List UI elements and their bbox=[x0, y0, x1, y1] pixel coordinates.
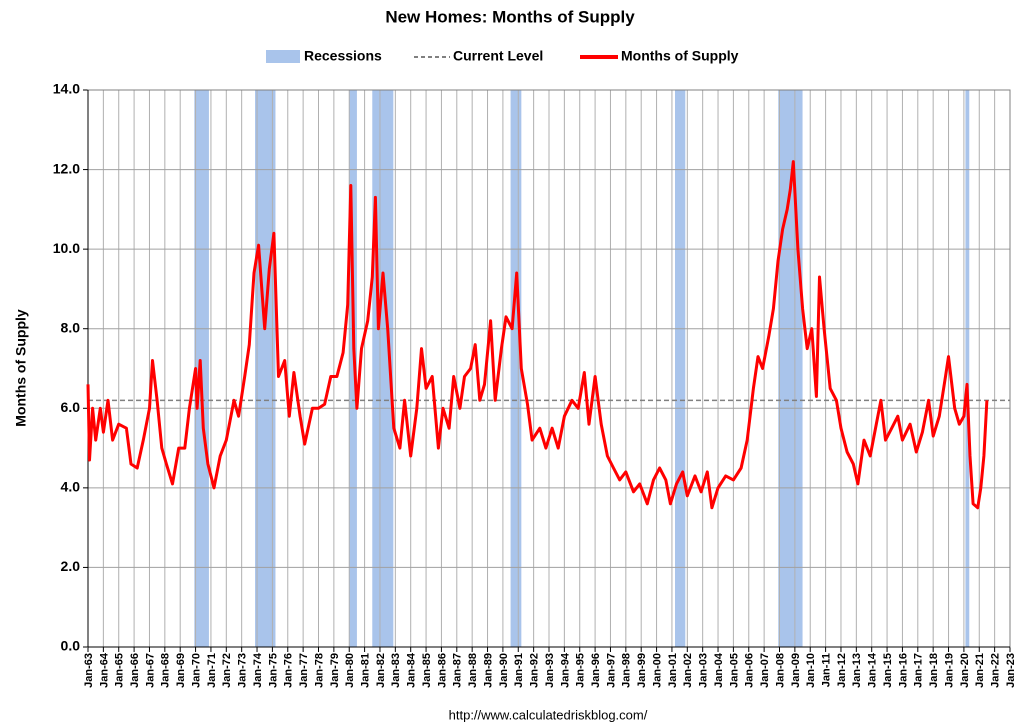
x-tick-label: Jan-87 bbox=[452, 653, 464, 688]
x-tick-label: Jan-19 bbox=[943, 653, 955, 688]
legend-swatch-recessions bbox=[266, 50, 300, 63]
recession-band bbox=[255, 90, 276, 647]
x-tick-label: Jan-89 bbox=[482, 653, 494, 688]
x-tick-label: Jan-63 bbox=[83, 653, 95, 688]
x-tick-label: Jan-71 bbox=[206, 653, 218, 688]
x-tick-label: Jan-21 bbox=[974, 653, 986, 688]
x-tick-label: Jan-22 bbox=[990, 653, 1002, 688]
x-tick-label: Jan-01 bbox=[667, 653, 679, 688]
x-tick-label: Jan-93 bbox=[544, 653, 556, 688]
x-tick-label: Jan-96 bbox=[590, 653, 602, 688]
x-tick-label: Jan-70 bbox=[190, 653, 202, 688]
x-tick-label: Jan-11 bbox=[821, 653, 833, 687]
x-tick-label: Jan-99 bbox=[636, 653, 648, 688]
x-tick-label: Jan-68 bbox=[160, 653, 172, 688]
x-tick-label: Jan-03 bbox=[698, 653, 710, 688]
x-tick-label: Jan-14 bbox=[867, 652, 879, 688]
x-tick-label: Jan-94 bbox=[559, 652, 571, 688]
x-tick-label: Jan-77 bbox=[298, 653, 310, 688]
x-tick-label: Jan-04 bbox=[713, 652, 725, 688]
legend-label: Current Level bbox=[453, 48, 543, 64]
recession-band bbox=[965, 90, 970, 647]
y-tick-label: 8.0 bbox=[61, 319, 81, 335]
chart-title: New Homes: Months of Supply bbox=[385, 7, 635, 26]
x-tick-label: Jan-98 bbox=[621, 653, 633, 688]
x-tick-label: Jan-74 bbox=[252, 652, 264, 688]
x-tick-label: Jan-92 bbox=[529, 653, 541, 688]
x-tick-label: Jan-06 bbox=[744, 653, 756, 688]
x-tick-label: Jan-78 bbox=[313, 653, 325, 688]
x-tick-label: Jan-10 bbox=[805, 653, 817, 688]
y-axis-label: Months of Supply bbox=[13, 309, 29, 427]
y-tick-label: 10.0 bbox=[53, 240, 80, 256]
x-tick-label: Jan-07 bbox=[759, 653, 771, 688]
recession-band bbox=[778, 90, 803, 647]
x-tick-label: Jan-85 bbox=[421, 653, 433, 688]
x-tick-label: Jan-83 bbox=[390, 653, 402, 688]
y-tick-label: 6.0 bbox=[61, 399, 81, 415]
x-tick-label: Jan-66 bbox=[129, 653, 141, 688]
x-tick-label: Jan-72 bbox=[221, 653, 233, 688]
x-tick-label: Jan-15 bbox=[882, 653, 894, 688]
x-tick-label: Jan-18 bbox=[928, 653, 940, 688]
legend-label: Recessions bbox=[304, 48, 382, 64]
y-tick-label: 2.0 bbox=[61, 558, 81, 574]
x-tick-label: Jan-88 bbox=[467, 653, 479, 688]
x-tick-label: Jan-16 bbox=[897, 653, 909, 688]
x-tick-label: Jan-81 bbox=[360, 653, 372, 688]
x-tick-label: Jan-76 bbox=[283, 653, 295, 688]
x-tick-label: Jan-95 bbox=[575, 653, 587, 688]
x-tick-label: Jan-02 bbox=[682, 653, 694, 688]
y-tick-label: 12.0 bbox=[53, 160, 80, 176]
source: http://www.calculatedriskblog.com/ bbox=[449, 707, 648, 722]
x-tick-label: Jan-20 bbox=[959, 653, 971, 688]
x-tick-label: Jan-82 bbox=[375, 653, 387, 688]
x-tick-label: Jan-05 bbox=[728, 653, 740, 688]
recession-band bbox=[510, 90, 522, 647]
x-tick-label: Jan-09 bbox=[790, 653, 802, 688]
x-tick-label: Jan-17 bbox=[913, 653, 925, 688]
series-line bbox=[86, 160, 989, 510]
x-tick-label: Jan-69 bbox=[175, 653, 187, 688]
recession-band bbox=[675, 90, 686, 647]
x-tick-label: Jan-80 bbox=[344, 653, 356, 688]
x-tick-label: Jan-75 bbox=[267, 653, 279, 688]
x-tick-label: Jan-79 bbox=[329, 653, 341, 688]
x-tick-label: Jan-97 bbox=[605, 653, 617, 688]
x-tick-label: Jan-64 bbox=[98, 652, 110, 688]
x-tick-label: Jan-65 bbox=[114, 653, 126, 688]
x-tick-label: Jan-23 bbox=[1005, 653, 1017, 688]
y-tick-label: 14.0 bbox=[53, 81, 80, 97]
x-tick-label: Jan-08 bbox=[774, 653, 786, 688]
y-tick-label: 4.0 bbox=[61, 479, 81, 495]
legend-label: Months of Supply bbox=[621, 48, 739, 64]
x-tick-label: Jan-00 bbox=[651, 653, 663, 688]
x-tick-label: Jan-90 bbox=[498, 653, 510, 688]
x-tick-label: Jan-73 bbox=[237, 653, 249, 688]
x-tick-label: Jan-12 bbox=[836, 653, 848, 688]
x-tick-label: Jan-13 bbox=[851, 653, 863, 688]
y-tick-label: 0.0 bbox=[61, 638, 81, 654]
x-tick-label: Jan-91 bbox=[513, 653, 525, 688]
x-tick-label: Jan-84 bbox=[406, 652, 418, 688]
x-tick-label: Jan-67 bbox=[144, 653, 156, 688]
recession-band bbox=[349, 90, 357, 647]
x-tick-label: Jan-86 bbox=[436, 653, 448, 688]
